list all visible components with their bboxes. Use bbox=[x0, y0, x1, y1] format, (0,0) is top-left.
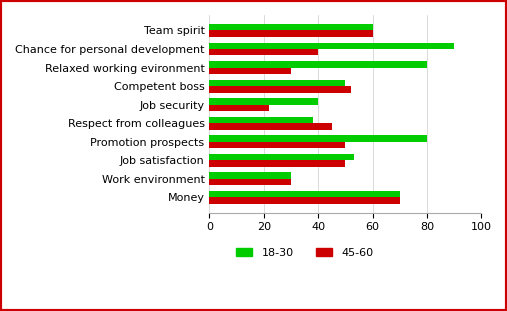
Bar bbox=[209, 49, 318, 55]
Bar bbox=[209, 197, 400, 204]
Bar bbox=[209, 142, 345, 148]
Bar bbox=[209, 191, 400, 197]
Bar bbox=[209, 98, 318, 104]
Bar bbox=[209, 67, 291, 74]
Bar bbox=[209, 30, 373, 37]
Bar bbox=[209, 135, 427, 142]
Bar bbox=[209, 172, 291, 179]
Bar bbox=[209, 104, 269, 111]
Bar bbox=[209, 24, 373, 30]
Bar bbox=[209, 61, 427, 67]
Bar bbox=[209, 179, 291, 185]
Bar bbox=[209, 117, 313, 123]
Bar bbox=[209, 43, 454, 49]
Bar bbox=[209, 80, 345, 86]
Legend: 18-30, 45-60: 18-30, 45-60 bbox=[231, 244, 378, 262]
Bar bbox=[209, 154, 353, 160]
Bar bbox=[209, 86, 351, 93]
Bar bbox=[209, 123, 332, 130]
Bar bbox=[209, 160, 345, 167]
